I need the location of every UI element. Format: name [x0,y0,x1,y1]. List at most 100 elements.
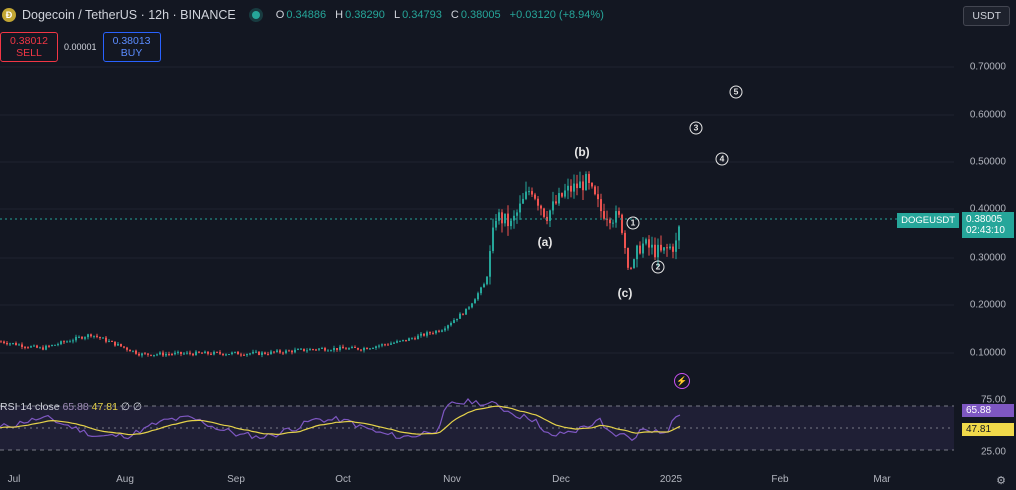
candle-body [585,173,587,191]
candle-body [285,350,287,354]
candle-body [654,244,656,258]
candle-body [318,348,320,350]
rsi-axis-label: 25.00 [980,446,1006,458]
price-axis-label: 0.70000 [969,61,1006,73]
candle-body [321,348,323,350]
candle-body [96,335,98,337]
candle-body [663,247,665,251]
candle-body [297,349,299,351]
candle-body [639,245,641,254]
candle-body [402,339,404,341]
candle-body [594,186,596,195]
candle-body [195,351,197,356]
candle-body [267,353,269,355]
candle-body [591,182,593,187]
wave-label-a: (a) [537,235,553,249]
candle-body [210,353,212,355]
candle-body [99,336,101,339]
candle-body [645,239,647,244]
time-axis-label: 2025 [659,474,683,485]
candle-body [375,346,377,348]
rsi-legend[interactable]: RSI 14 close 65.88 47.81 ∅ ∅ [0,401,143,413]
candle-body [411,338,413,340]
candle-body [60,341,62,345]
candle-body [93,335,95,337]
candle-body [15,343,17,346]
candle-body [420,333,422,336]
time-axis-label: Nov [443,474,461,485]
symbol-price-tag: DOGEUSDT [897,213,959,228]
candle-body [36,345,38,348]
candle-body [150,354,152,356]
candle-body [582,181,584,191]
candle-body [309,349,311,351]
candle-body [672,246,674,252]
time-axis-label: Jul [7,474,21,485]
candle-body [414,338,416,340]
wave-4-marker: 4 [715,152,729,166]
sell-button[interactable]: 0.38012 SELL [0,32,58,62]
candle-body [348,348,350,350]
symbol-title[interactable]: Dogecoin / TetherUS · 12h · BINANCE [22,8,236,22]
price-axis-label: 0.20000 [969,299,1006,311]
candle-body [474,299,476,304]
candle-body [351,346,353,349]
candle-body [600,199,602,212]
candle-body [102,337,104,339]
candle-body [501,212,503,224]
candle-body [492,227,494,252]
candle-body [264,352,266,354]
candle-body [378,345,380,347]
settings-icon[interactable]: ⚙ [996,475,1006,487]
buy-button[interactable]: 0.38013 BUY [102,32,161,62]
candle-body [453,320,455,323]
price-axis-label: 0.40000 [969,203,1006,215]
candle-body [426,332,428,336]
candle-body [198,351,200,353]
candle-body [141,353,143,356]
candle-body [129,349,131,352]
candle-body [597,194,599,200]
rsi-value-tag: 65.88 [962,404,1014,417]
candle-body [516,212,518,216]
candle-body [72,340,74,342]
candle-body [207,351,209,354]
candle-body [549,210,551,221]
candle-body [240,354,242,356]
candle-body [372,347,374,349]
candle-body [441,330,443,332]
candle-body [165,353,167,356]
candle-body [204,351,206,354]
candle-body [324,348,326,351]
candle-body [270,351,272,355]
candle-body [117,343,119,346]
candle-body [24,346,26,348]
candle-body [468,307,470,309]
candle-body [456,318,458,321]
currency-selector[interactable]: USDT [963,6,1010,26]
candle-body [108,340,110,342]
candle-body [399,340,401,342]
candle-body [666,247,668,249]
candle-body [552,201,554,211]
candle-body [291,350,293,353]
wave-label-b: (b) [574,145,590,159]
candle-body [546,216,548,221]
candle-body [30,346,32,348]
lightning-icon[interactable]: ⚡ [674,373,690,389]
time-axis-label: Dec [552,474,570,485]
candle-body [369,348,371,350]
candle-body [135,350,137,354]
candle-body [633,259,635,269]
candle-body [180,351,182,354]
candle-body [300,348,302,350]
price-axis[interactable]: 0.70000 0.60000 0.50000 0.40000 0.30000 … [954,0,1016,470]
candle-body [303,348,305,351]
candle-body [171,354,173,356]
dogecoin-logo-icon: Ð [2,8,16,22]
candle-body [660,244,662,251]
candle-body [42,347,44,350]
candle-body [294,349,296,353]
candle-body [18,344,20,346]
